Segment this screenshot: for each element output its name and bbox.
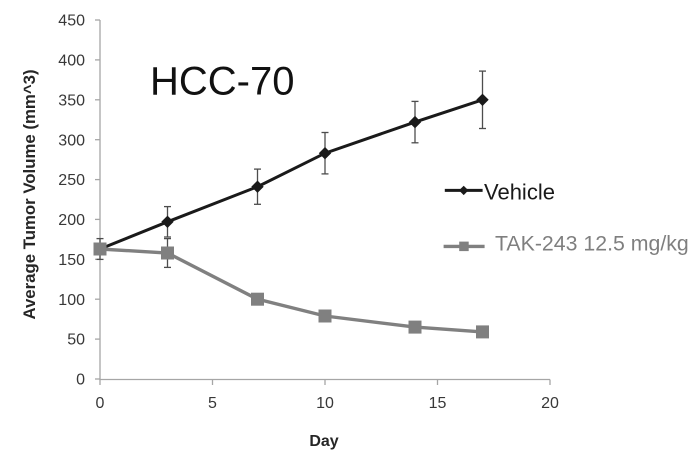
svg-text:0: 0 <box>96 395 105 412</box>
svg-text:Vehicle: Vehicle <box>484 180 555 205</box>
svg-text:20: 20 <box>541 395 559 412</box>
svg-text:10: 10 <box>316 395 334 412</box>
svg-text:100: 100 <box>58 292 85 309</box>
svg-text:250: 250 <box>58 172 85 189</box>
svg-text:450: 450 <box>58 13 85 30</box>
svg-text:Day: Day <box>309 433 338 450</box>
svg-text:50: 50 <box>67 332 85 349</box>
svg-text:Average Tumor Volume (mm^3): Average Tumor Volume (mm^3) <box>20 69 39 319</box>
svg-text:TAK-243 12.5 mg/kg: TAK-243 12.5 mg/kg <box>495 232 689 256</box>
svg-text:15: 15 <box>429 395 447 412</box>
svg-text:200: 200 <box>58 212 85 229</box>
svg-text:HCC-70: HCC-70 <box>150 60 294 104</box>
svg-text:350: 350 <box>58 92 85 109</box>
svg-text:0: 0 <box>76 372 85 389</box>
svg-text:300: 300 <box>58 132 85 149</box>
svg-text:400: 400 <box>58 53 85 70</box>
svg-text:5: 5 <box>208 395 217 412</box>
svg-text:150: 150 <box>58 252 85 269</box>
